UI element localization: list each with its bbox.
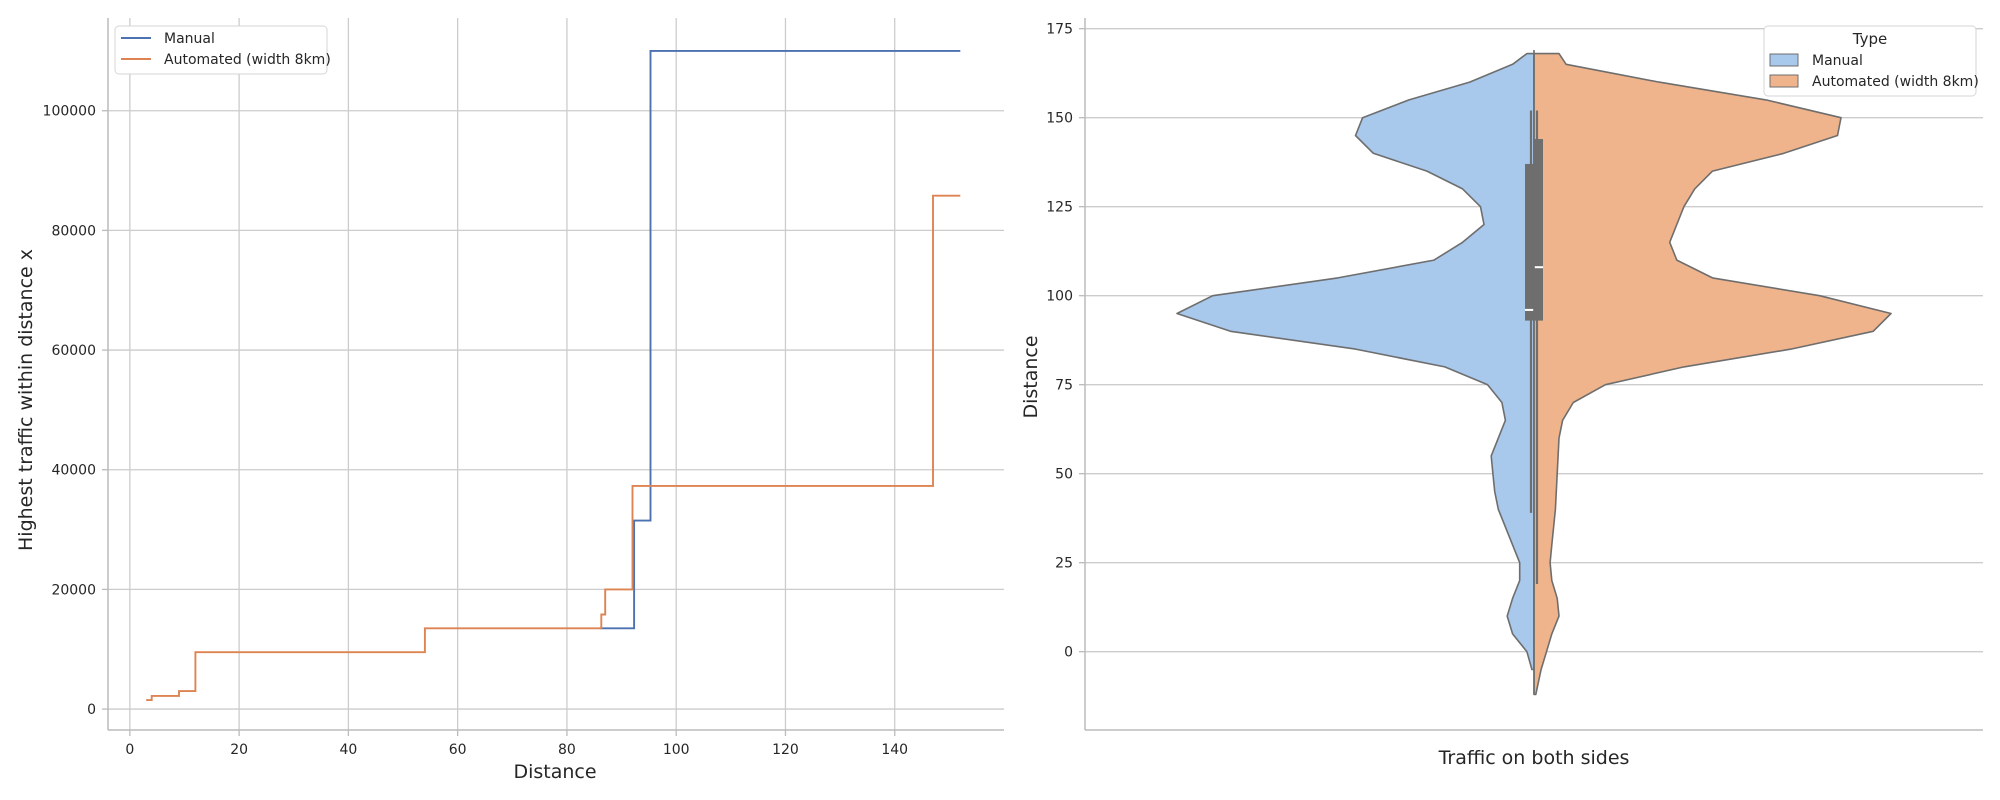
manual-box: [1525, 163, 1534, 321]
left-plot-y-tick-label: 0: [87, 702, 96, 718]
right-plot-y-tick-label: 50: [1055, 467, 1073, 483]
manual-series-line: [599, 49, 961, 630]
left-plot-legend: Manual Automated (width 8km): [114, 25, 331, 75]
legend-entry-label: Automated (width 8km): [164, 52, 331, 68]
right-plot-x-axis-label: Traffic on both sides: [1438, 747, 1630, 769]
left-plot-y-tick-label: 100000: [43, 104, 96, 120]
right-plot-y-tick-label: 25: [1055, 556, 1073, 572]
legend-patch-swatch: [1769, 74, 1799, 88]
legend-title: Type: [1852, 30, 1887, 48]
left-plot-y-axis-label: Highest traffic within distance x: [15, 249, 37, 551]
automated-series-line: [146, 194, 961, 702]
right-plot-y-tick-label: 150: [1046, 111, 1073, 127]
left-plot-x-axis-label: Distance: [513, 761, 596, 783]
left-plot-legend-box: [114, 25, 328, 75]
right-plot-y-tick-label: 125: [1046, 200, 1073, 216]
legend-patch-swatch: [1769, 53, 1799, 67]
legend-entry-label: Manual: [1812, 53, 1863, 69]
manual-violin-half: [1176, 52, 1535, 671]
left-plot-y-tick-label: 60000: [51, 343, 96, 359]
left-plot-x-tick-label: 0: [125, 742, 134, 758]
right-plot-y-tick-label: 100: [1046, 289, 1073, 305]
right-plot-y-tick-label: 75: [1055, 378, 1073, 394]
automated-box: [1534, 139, 1543, 321]
right-plot-legend-box: [1763, 25, 1977, 97]
left-plot-y-tick-label: 40000: [51, 463, 96, 479]
right-plot-y-tick-label: 175: [1046, 22, 1073, 38]
left-plot-y-tick-label: 80000: [51, 223, 96, 239]
right-plot-y-axis-label: Distance: [1020, 335, 1042, 418]
legend-entry-label: Automated (width 8km): [1812, 74, 1979, 90]
left-plot-x-tick-label: 140: [881, 742, 908, 758]
left-plot-x-tick-label: 40: [339, 742, 357, 758]
left-plot-x-tick-label: 120: [772, 742, 799, 758]
left-plot-x-tick-label: 100: [663, 742, 690, 758]
right-plot-y-tick-label: 0: [1064, 645, 1073, 661]
right-plot-split-violin: 0 25 50 75 100 125 150 175 Type Manual Automated …: [1020, 18, 1983, 769]
left-plot-x-tick-label: 80: [558, 742, 576, 758]
legend-entry-label: Manual: [164, 31, 215, 47]
left-plot-x-tick-label: 20: [230, 742, 248, 758]
automated-violin-half: [1533, 52, 1892, 696]
left-plot-y-tick-label: 20000: [51, 582, 96, 598]
left-plot-step-chart: 0 20 40 60 80 100 120 140 0 20000 40000 60000 80000 1…: [15, 18, 1004, 783]
right-plot-legend: Type Manual Automated (width 8km): [1763, 25, 1979, 97]
left-plot-x-tick-label: 60: [449, 742, 467, 758]
